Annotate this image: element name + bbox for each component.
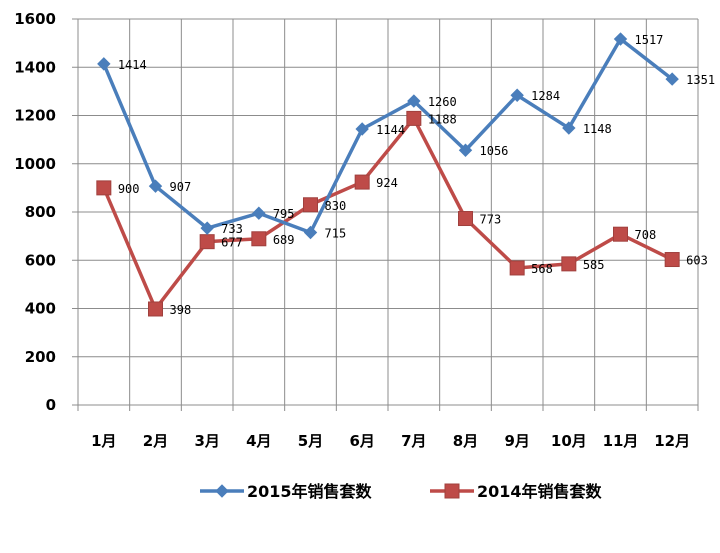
series-1-data-label: 677: [221, 236, 243, 250]
series-0-data-label: 1056: [480, 144, 509, 158]
series-1-point: [406, 110, 422, 126]
x-tick-label: 4月: [246, 432, 271, 450]
series-0-point: [252, 206, 266, 220]
series-1-data-label: 708: [635, 228, 657, 242]
series-1-data-label: 1188: [428, 112, 457, 126]
y-tick-label: 1200: [14, 107, 56, 125]
x-tick-label: 10月: [551, 432, 587, 450]
x-tick-label: 6月: [349, 432, 374, 450]
series-1-data-label: 900: [118, 182, 140, 196]
series-1-data-label: 830: [325, 199, 347, 213]
series-1-data-label: 924: [376, 176, 398, 190]
series-0-point: [665, 72, 679, 86]
series-1-data-label: 585: [583, 258, 605, 272]
series-0-point: [355, 122, 369, 136]
series-1-data-label: 773: [480, 213, 502, 227]
series-0-data-label: 1517: [635, 33, 664, 47]
x-tick-label: 3月: [194, 432, 219, 450]
legend-label-0: 2015年销售套数: [247, 482, 373, 501]
series-0-point: [97, 57, 111, 71]
legend-label-1: 2014年销售套数: [477, 482, 603, 501]
x-tick-label: 12月: [654, 432, 690, 450]
y-tick-label: 1000: [14, 155, 56, 173]
series-0-point: [510, 88, 524, 102]
series-0-data-label: 1144: [376, 123, 405, 137]
series-1-point: [251, 231, 267, 247]
x-tick-label: 9月: [504, 432, 529, 450]
series-1-data-label: 398: [170, 303, 192, 317]
series-1-point: [509, 260, 525, 276]
series-line-1: [102, 116, 673, 311]
series-1-point: [664, 252, 680, 268]
series-0-data-label: 1260: [428, 95, 457, 109]
series-1-point: [199, 234, 215, 250]
series-1-point: [148, 301, 163, 317]
series-1-point: [613, 226, 628, 242]
series-0-data-label: 1284: [531, 89, 560, 103]
series-0-point: [200, 221, 214, 235]
series-0-data-label: 1414: [118, 58, 147, 72]
series-1-point: [561, 256, 577, 272]
series-0-point: [303, 225, 318, 240]
series-0-point: [458, 143, 473, 157]
x-tick-label: 7月: [401, 432, 426, 450]
series-0-data-label: 907: [170, 180, 192, 194]
y-tick-label: 400: [25, 300, 56, 318]
series-0-data-label: 1351: [686, 73, 715, 87]
series-0-point: [562, 121, 576, 135]
legend: 2015年销售套数 2014年销售套数: [200, 482, 603, 501]
legend-marker-1: [444, 483, 460, 499]
series-0-data-label: 1148: [583, 122, 612, 136]
series-0-point: [148, 179, 163, 193]
series-lines: [96, 32, 680, 317]
series-1-point: [458, 211, 473, 227]
x-tick-label: 2月: [143, 432, 168, 450]
series-1-data-label: 689: [273, 233, 295, 247]
y-tick-label: 1600: [14, 10, 56, 28]
series-1-point: [96, 180, 112, 196]
axes: 0 200 400 600 800 1000 1200 1400 1600 1月 2月 3月 4月 5月 6…: [14, 10, 699, 450]
series-line-0: [102, 37, 674, 235]
y-tick-label: 800: [25, 203, 56, 221]
series-0-data-label: 795: [273, 207, 295, 221]
y-tick-label: 600: [25, 251, 56, 269]
x-tick-label: 11月: [603, 432, 639, 450]
legend-marker-0: [215, 484, 229, 498]
series-1-point: [303, 197, 318, 213]
x-tick-label: 8月: [453, 432, 478, 450]
series-1-data-label: 568: [531, 262, 553, 276]
y-tick-label: 0: [46, 396, 56, 414]
series-0-data-label: 715: [325, 227, 347, 241]
series-0-data-label: 733: [221, 222, 243, 236]
gridlines: [78, 18, 699, 405]
series-0-point: [613, 32, 628, 46]
y-tick-label: 200: [25, 348, 56, 366]
x-tick-label: 1月: [91, 432, 116, 450]
x-tick-label: 5月: [298, 432, 323, 450]
series-1-point: [354, 174, 370, 190]
series-0-point: [407, 94, 421, 108]
series-1-data-label: 603: [686, 254, 708, 268]
y-tick-label: 1400: [14, 58, 56, 76]
data-labels: 900 398 677 689 830 924 1188 773 568 585 708 603 141…: [118, 33, 715, 317]
